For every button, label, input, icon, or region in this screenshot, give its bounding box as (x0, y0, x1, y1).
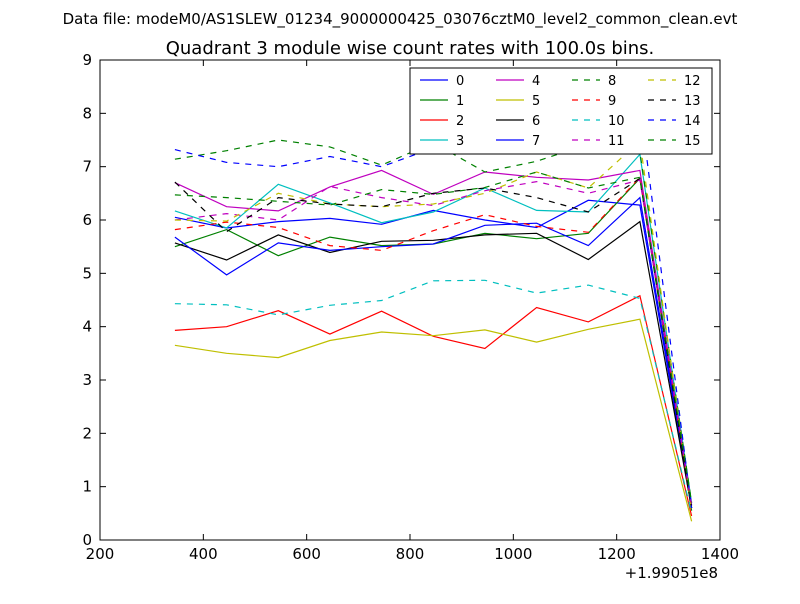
legend-label-9: 9 (608, 94, 616, 109)
x-axis-offset-label: +1.99051e8 (625, 564, 718, 582)
series-line-11 (174, 179, 693, 506)
legend-label-3: 3 (456, 134, 464, 149)
legend-label-4: 4 (532, 74, 540, 89)
legend-box (409, 67, 713, 155)
legend-label-0: 0 (456, 74, 464, 89)
legend-label-2: 2 (456, 114, 464, 129)
legend-label-5: 5 (532, 94, 540, 109)
data-file-caption: Data file: modeM0/AS1SLEW_01234_90000004… (63, 10, 738, 29)
legend-label-13: 13 (684, 94, 701, 109)
y-tick-label: 6 (82, 211, 92, 229)
x-tick-label: 1400 (701, 545, 739, 563)
legend-label-11: 11 (608, 134, 625, 149)
y-tick-label: 1 (82, 478, 92, 496)
series-line-12 (174, 139, 693, 511)
x-tick-label: 200 (86, 545, 115, 563)
series-line-14 (174, 103, 693, 509)
legend-label-10: 10 (608, 114, 625, 129)
y-tick-label: 2 (82, 424, 92, 442)
series-line-7 (174, 196, 693, 506)
series-line-9 (174, 175, 693, 509)
series-line-0 (174, 199, 693, 509)
legend-label-1: 1 (456, 94, 464, 109)
x-tick-label: 1000 (494, 545, 532, 563)
y-tick-label: 3 (82, 371, 92, 389)
series-line-4 (174, 169, 693, 506)
legend-label-8: 8 (608, 74, 616, 89)
y-tick-label: 4 (82, 318, 92, 336)
series-line-15 (174, 171, 693, 503)
y-tick-label: 5 (82, 264, 92, 282)
legend-label-15: 15 (684, 134, 701, 149)
y-tick-label: 8 (82, 104, 92, 122)
series-line-10 (174, 279, 693, 514)
x-tick-label: 800 (396, 545, 425, 563)
series-line-6 (174, 220, 693, 509)
y-tick-label: 0 (82, 531, 92, 549)
legend-label-14: 14 (684, 114, 701, 129)
x-tick-label: 600 (292, 545, 321, 563)
y-tick-label: 7 (82, 158, 92, 176)
series-line-13 (174, 177, 693, 509)
legend-label-6: 6 (532, 114, 540, 129)
y-tick-label: 9 (82, 51, 92, 69)
legend-label-7: 7 (532, 134, 540, 149)
series-line-5 (174, 318, 693, 522)
x-tick-label: 1200 (598, 545, 636, 563)
series-line-2 (174, 294, 693, 517)
chart-title: Quadrant 3 module wise count rates with … (166, 38, 655, 59)
legend-label-12: 12 (684, 74, 701, 89)
series-line-1 (174, 177, 693, 511)
plot-area (174, 103, 693, 522)
series-line-3 (174, 153, 693, 503)
x-tick-label: 400 (189, 545, 218, 563)
